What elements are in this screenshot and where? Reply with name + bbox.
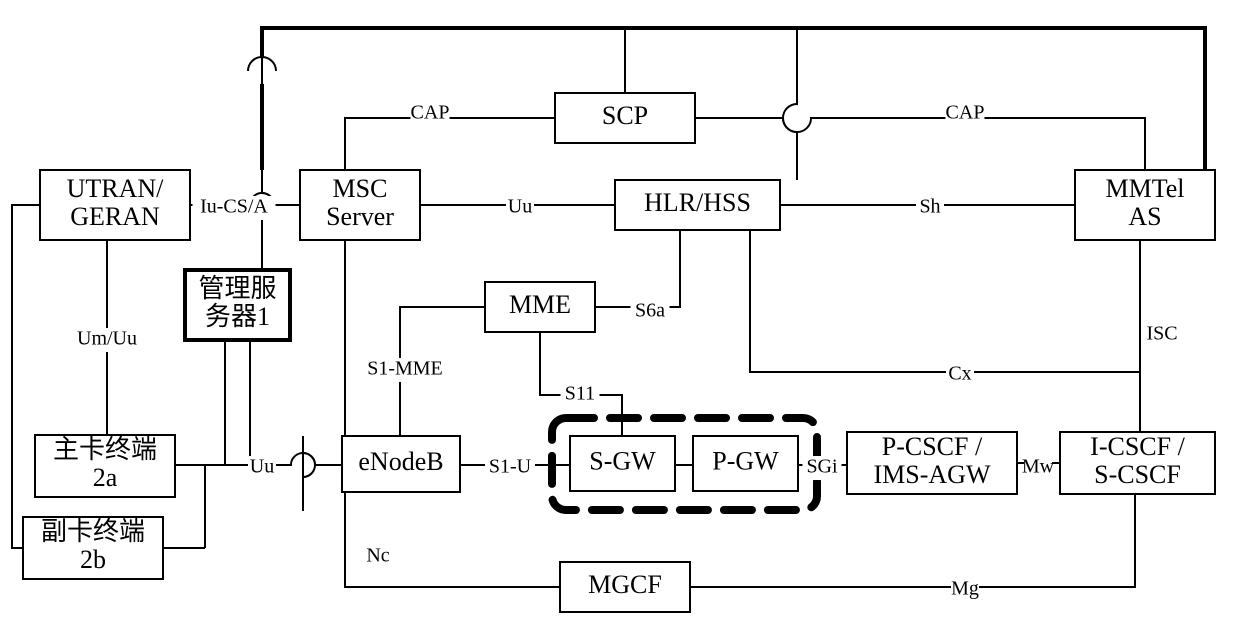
node-label: eNodeB	[358, 447, 443, 476]
node-label: GERAN	[70, 202, 160, 231]
edge-label: Cx	[948, 363, 971, 385]
node-label: IMS-AGW	[874, 460, 991, 489]
node-mgmt: 管理服务器1	[185, 270, 290, 340]
node-icscf: I-CSCF /S-CSCF	[1060, 432, 1215, 494]
edge-label: Mg	[951, 578, 979, 600]
edge-hlr-mme	[595, 230, 680, 307]
node-label: P-GW	[712, 446, 779, 475]
edge-hlr-cx	[750, 230, 1140, 432]
network-diagram: UTRAN/GERAN 管理服务器1 主卡终端2a 副卡终端2b MSCServer eN…	[0, 0, 1240, 633]
node-mmtel: MMTelAS	[1075, 170, 1215, 240]
node-pcscf: P-CSCF /IMS-AGW	[847, 432, 1017, 494]
node-pgw: P-GW	[693, 436, 798, 491]
node-label: Server	[326, 202, 394, 231]
node-label: 管理服	[198, 274, 276, 303]
edge-scp-mmtel	[695, 118, 1145, 170]
node-label: AS	[1128, 202, 1161, 231]
node-label: MSC	[333, 174, 388, 203]
node-label: MMTel	[1105, 174, 1184, 203]
edge-label: Nc	[366, 545, 389, 567]
node-label: P-CSCF /	[882, 432, 983, 461]
edge-label: S6a	[635, 300, 665, 322]
node-label: 副卡终端	[41, 517, 145, 546]
node-label: 务器1	[205, 302, 270, 331]
node-sgw: S-GW	[570, 436, 675, 491]
edge-label: S1-U	[489, 456, 532, 478]
node-enb: eNodeB	[342, 436, 460, 492]
node-label: SCP	[602, 101, 648, 130]
nodes-layer: UTRAN/GERAN 管理服务器1 主卡终端2a 副卡终端2b MSCServer eN…	[23, 93, 1215, 612]
node-label: 2a	[93, 463, 118, 492]
node-main_t: 主卡终端2a	[35, 435, 175, 497]
node-hlr: HLR/HSS	[615, 180, 780, 230]
edge-label: S1-MME	[367, 358, 443, 380]
edge-label: Uu	[508, 196, 532, 218]
edge-label: Iu-CS/A	[200, 196, 268, 218]
edge-label: S11	[565, 383, 595, 405]
node-label: HLR/HSS	[644, 188, 751, 217]
edge-labels: Iu-CS/A Um/Uu Uu CAP CAP Uu Sh S6a Cx S1-MME S11 S1…	[77, 102, 1182, 602]
node-label: S-CSCF	[1094, 460, 1181, 489]
edge-label: CAP	[411, 102, 450, 124]
edge-label: Uu	[250, 456, 274, 478]
edge-label: CAP	[946, 102, 985, 124]
node-sub_t: 副卡终端2b	[23, 517, 163, 579]
edge-label: Mw	[1022, 456, 1055, 478]
node-label: MGCF	[588, 570, 662, 599]
node-mme: MME	[485, 282, 595, 332]
edge-label: SGi	[806, 456, 838, 478]
node-label: MME	[509, 290, 571, 319]
node-label: UTRAN/	[67, 174, 165, 203]
node-msc: MSCServer	[300, 170, 420, 240]
edge-mgcf-icscf	[690, 494, 1135, 587]
edge-top-border	[262, 28, 1205, 170]
edge-label: Sh	[919, 196, 940, 218]
node-utran: UTRAN/GERAN	[40, 170, 190, 240]
edge-label: ISC	[1146, 323, 1177, 345]
node-label: I-CSCF /	[1090, 432, 1185, 461]
node-label: S-GW	[589, 446, 656, 475]
node-mgcf: MGCF	[560, 562, 690, 612]
node-label: 2b	[80, 545, 106, 574]
edge-label: Um/Uu	[77, 328, 137, 350]
edge-msc-scp	[345, 118, 555, 170]
node-label: 主卡终端	[53, 435, 157, 464]
node-scp: SCP	[555, 93, 695, 143]
